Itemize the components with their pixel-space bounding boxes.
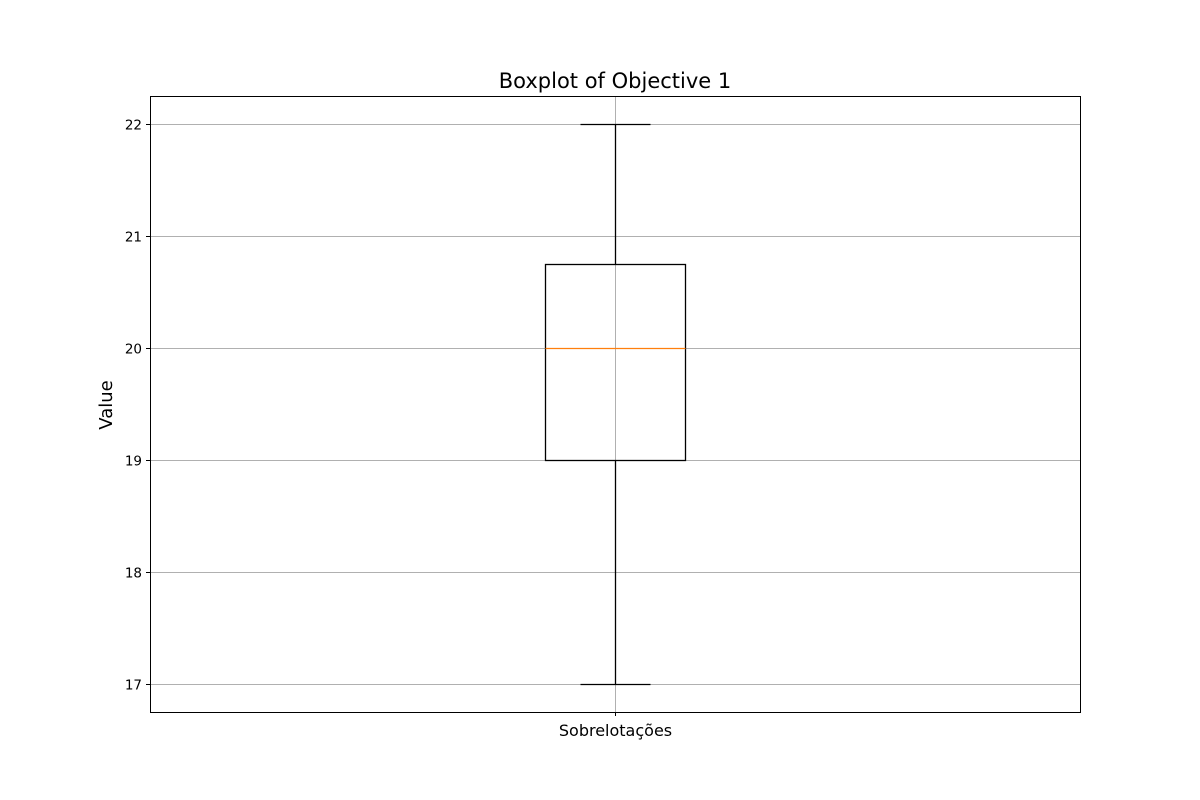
x-category-label: Sobrelotações [559,721,672,740]
axis-layer: 17 18 19 20 21 22 Sobrelotações [125,118,672,741]
iqr-box [544,263,687,462]
y-tick-label: 17 [125,678,142,694]
chart-title: Boxplot of Objective 1 [499,69,732,93]
y-axis-label: Value [96,380,117,429]
box-layer [544,123,687,686]
y-tick-label: 19 [125,454,142,470]
y-tick-label: 18 [125,566,142,582]
y-tick-label: 21 [125,230,142,246]
y-tick-label: 22 [125,118,142,134]
plot-area-frame [150,96,1081,713]
y-tick-label: 20 [125,342,142,358]
